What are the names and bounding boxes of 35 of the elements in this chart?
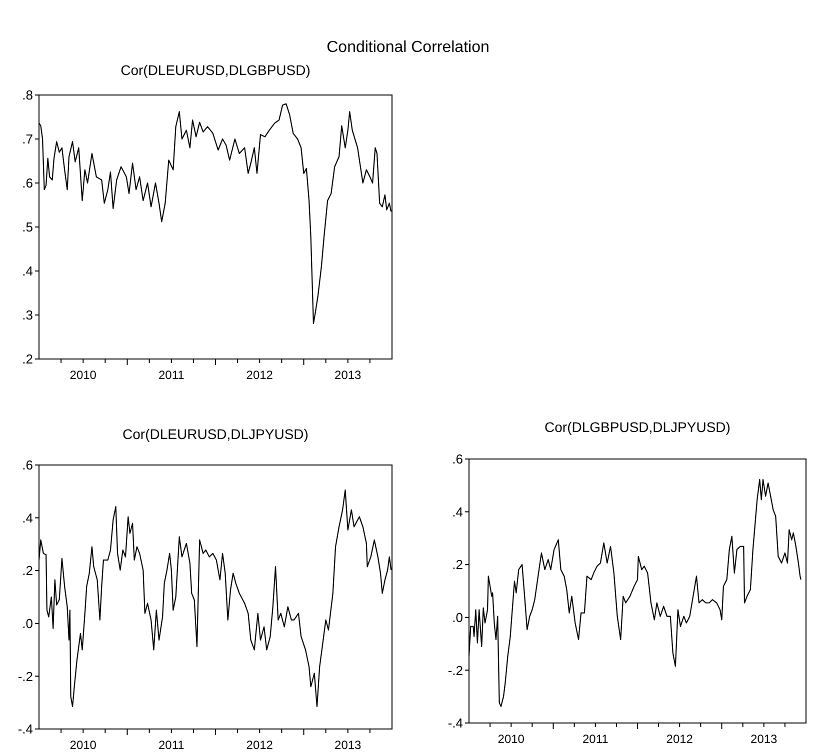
y-tick-label: .2 — [452, 557, 463, 572]
y-tick-label: .0 — [22, 616, 33, 631]
y-tick-label: -.2 — [448, 662, 463, 678]
x-tick-label: 2011 — [158, 368, 185, 382]
y-tick-label: .7 — [22, 132, 33, 147]
y-tick-label: .4 — [22, 510, 33, 526]
y-tick-label: .2 — [22, 352, 33, 367]
y-tick-label: -.4 — [448, 716, 463, 731]
y-tick-label: .6 — [22, 176, 33, 191]
x-tick-label: 2013 — [334, 738, 362, 752]
x-tick-label: 2010 — [498, 732, 525, 746]
y-tick-label: .6 — [452, 452, 463, 467]
x-tick-label: 2013 — [750, 732, 778, 746]
y-tick-label: .4 — [452, 504, 463, 520]
y-tick-label: .8 — [22, 88, 33, 103]
x-tick-label: 2010 — [70, 368, 97, 382]
y-tick-label: .6 — [22, 458, 33, 473]
x-tick-label: 2012 — [246, 368, 274, 382]
x-tick-label: 2012 — [666, 732, 694, 746]
y-tick-label: .4 — [22, 264, 33, 279]
x-tick-label: 2012 — [246, 738, 274, 752]
x-tick-label: 2010 — [70, 738, 97, 752]
y-tick-label: .5 — [22, 220, 33, 235]
y-tick-label: .0 — [452, 610, 463, 625]
x-tick-label: 2011 — [158, 738, 185, 752]
chart-subtitle: Cor(DLGBPUSD,DLJPYUSD) — [544, 419, 730, 435]
y-tick-label: .3 — [22, 308, 33, 323]
y-tick-label: -.2 — [18, 668, 33, 684]
chart-title: Conditional Correlation — [326, 39, 490, 56]
x-tick-label: 2011 — [582, 732, 609, 746]
chart-subtitle: Cor(DLEURUSD,DLGBPUSD) — [120, 62, 310, 78]
chart-subtitle: Cor(DLEURUSD,DLJPYUSD) — [122, 426, 308, 442]
y-tick-label: -.4 — [18, 722, 33, 737]
x-tick-label: 2013 — [334, 368, 362, 382]
y-tick-label: .2 — [22, 563, 33, 578]
